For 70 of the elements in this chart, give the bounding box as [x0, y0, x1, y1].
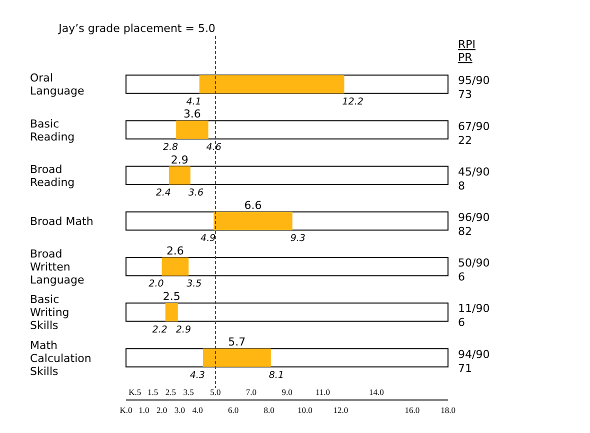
- text: RPI: [458, 38, 476, 51]
- text: 71: [458, 362, 472, 375]
- text: 45/90: [458, 165, 490, 178]
- annotation: 3.6: [183, 108, 201, 121]
- x2-tick-label: 1.5: [148, 387, 158, 397]
- x2-tick-label: 3.5: [183, 387, 194, 397]
- text: 11/90: [458, 302, 490, 316]
- text: 22: [458, 134, 472, 147]
- x-tick-label: 4.0: [192, 405, 203, 415]
- bar: [162, 257, 189, 276]
- x2-tick-label: 2.5: [165, 387, 176, 397]
- annotation: 2.4: [156, 188, 171, 199]
- x2-tick-label: 14.0: [369, 387, 384, 397]
- y-tick-label: Math Calculation Skills: [30, 338, 92, 378]
- text: 96/90: [458, 211, 490, 224]
- text: 50/90: [458, 256, 490, 270]
- x-tick-label: 8.0: [264, 405, 274, 415]
- x-tick-label: 12.0: [333, 405, 348, 415]
- annotation: 2.0: [148, 278, 164, 290]
- annotation: 4.6: [206, 142, 222, 153]
- text: 6: [458, 270, 465, 284]
- x2-tick-label: K.5: [128, 387, 142, 397]
- annotation: 12.2: [342, 96, 364, 108]
- y-tick-label: Basic Reading: [30, 117, 75, 144]
- annotation: 4.9: [200, 233, 216, 244]
- x-tick-label: 18.0: [440, 405, 456, 415]
- text: 73: [458, 88, 472, 102]
- annotation: 2.5: [162, 290, 180, 304]
- x2-tick-label: 11.0: [315, 387, 330, 397]
- annotation: 2.9: [170, 153, 188, 166]
- text: 6: [458, 316, 465, 330]
- text: 94/90: [458, 348, 490, 361]
- annotation: 2.9: [176, 324, 191, 336]
- x-tick-label: 6.0: [228, 405, 239, 415]
- x2-tick-label: 7.0: [246, 387, 257, 397]
- annotation: 3.5: [186, 278, 202, 290]
- bar: [165, 303, 178, 322]
- annotation: 4.1: [186, 96, 202, 108]
- annotation: 3.6: [188, 188, 204, 199]
- x-tick-label: 3.0: [174, 405, 185, 415]
- annotation: 2.8: [162, 142, 178, 153]
- x-tick-label: 10.0: [297, 405, 312, 415]
- x2-tick-label: 9.0: [282, 387, 292, 397]
- ref-line-label: Jay’s grade placement = 5.0: [58, 22, 216, 35]
- x-tick-label: 16.0: [404, 405, 420, 415]
- text: 82: [458, 225, 472, 238]
- y-tick-label: Broad Reading: [30, 162, 75, 189]
- y-tick-label: Broad Math: [30, 215, 94, 228]
- y-tick-label: Basic Writing Skills: [30, 293, 70, 332]
- x-tick-label: 2.0: [156, 405, 168, 415]
- text: 8: [458, 179, 465, 192]
- y-tick-label: Oral Language: [30, 72, 85, 98]
- annotation: 9.3: [290, 233, 306, 244]
- bar: [168, 166, 190, 185]
- x2-tick-label: 5.0: [210, 387, 221, 397]
- y-tick-label: Broad Written Language: [30, 248, 85, 287]
- annotation: 4.3: [190, 370, 205, 381]
- x-tick-label: 1.0: [138, 405, 150, 415]
- x-tick-label: K.0: [120, 405, 132, 415]
- text: PR: [458, 51, 473, 64]
- annotation: 8.1: [268, 370, 284, 381]
- bar: [214, 212, 292, 230]
- text: 67/90: [458, 120, 490, 133]
- text: 95/90: [458, 74, 490, 88]
- bar: [176, 120, 208, 139]
- bar: [202, 348, 271, 367]
- annotation: 2.2: [152, 324, 168, 336]
- annotation: 5.7: [228, 336, 246, 349]
- annotation: 2.6: [166, 244, 184, 258]
- annotation: 6.6: [244, 198, 262, 212]
